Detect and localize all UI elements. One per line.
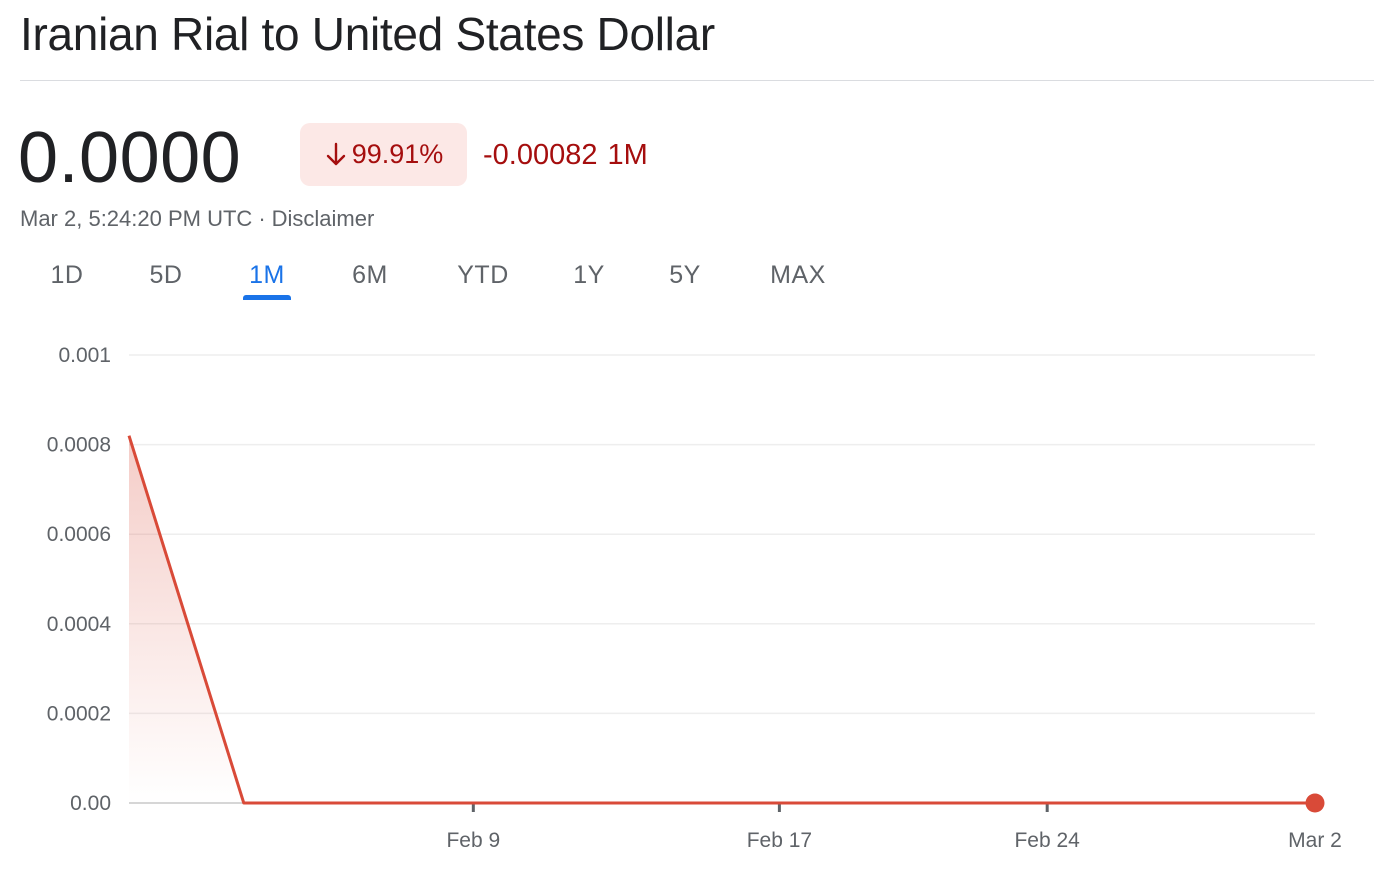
- title-divider: [20, 80, 1374, 81]
- change-percent: 99.91%: [351, 139, 444, 169]
- tab-ytd[interactable]: YTD: [457, 261, 509, 289]
- meta-separator: ·: [258, 206, 266, 231]
- y-tick-label: 0.0008: [47, 434, 111, 457]
- tab-max[interactable]: MAX: [770, 261, 826, 289]
- x-tick-label: Feb 17: [747, 829, 812, 852]
- series-line: [127, 435, 1315, 805]
- area-fill: [129, 435, 1315, 803]
- change-period: 1M: [607, 139, 648, 171]
- end-point-marker: [1305, 793, 1325, 813]
- y-axis-labels: 0.001 0.0008 0.0006 0.0004 0.0002 0.00: [47, 344, 112, 815]
- arrow-down-icon: [324, 141, 348, 169]
- page-title: Iranian Rial to United States Dollar: [20, 8, 715, 60]
- x-tick-label: Feb 24: [1014, 829, 1080, 852]
- change-value-row: -0.00082 1M: [483, 136, 648, 174]
- grid-lines: [129, 354, 1315, 715]
- timestamp-row: Mar 2, 5:24:20 PM UTC · Disclaimer: [20, 204, 374, 234]
- x-tick-label: Mar 2: [1288, 829, 1342, 852]
- change-value: -0.00082: [483, 139, 598, 171]
- change-percent-badge: 99.91%: [300, 123, 467, 186]
- disclaimer-link[interactable]: Disclaimer: [271, 206, 375, 231]
- y-tick-label: 0.00: [70, 792, 111, 815]
- x-tick-label: Feb 9: [446, 829, 500, 852]
- x-axis-labels: Feb 9 Feb 17 Feb 24 Mar 2: [446, 829, 1341, 852]
- tab-1d[interactable]: 1D: [50, 261, 84, 289]
- tab-1m[interactable]: 1M: [243, 256, 291, 300]
- area-fill-shape: [129, 435, 1315, 803]
- y-tick-label: 0.0006: [47, 523, 111, 546]
- tab-6m[interactable]: 6M: [352, 261, 388, 289]
- series-line-path: [127, 435, 1315, 805]
- y-tick-label: 0.001: [58, 344, 111, 367]
- tab-5y[interactable]: 5Y: [669, 261, 701, 289]
- y-tick-label: 0.0002: [47, 702, 111, 725]
- tab-1y[interactable]: 1Y: [573, 261, 605, 289]
- range-tabs: 1D 5D 1M 6M YTD 1Y 5Y MAX: [0, 256, 900, 302]
- timestamp: Mar 2, 5:24:20 PM UTC: [20, 206, 253, 231]
- end-marker: [1305, 793, 1325, 813]
- tab-5d[interactable]: 5D: [149, 261, 183, 289]
- y-tick-label: 0.0004: [47, 613, 112, 636]
- current-price: 0.0000: [18, 118, 242, 198]
